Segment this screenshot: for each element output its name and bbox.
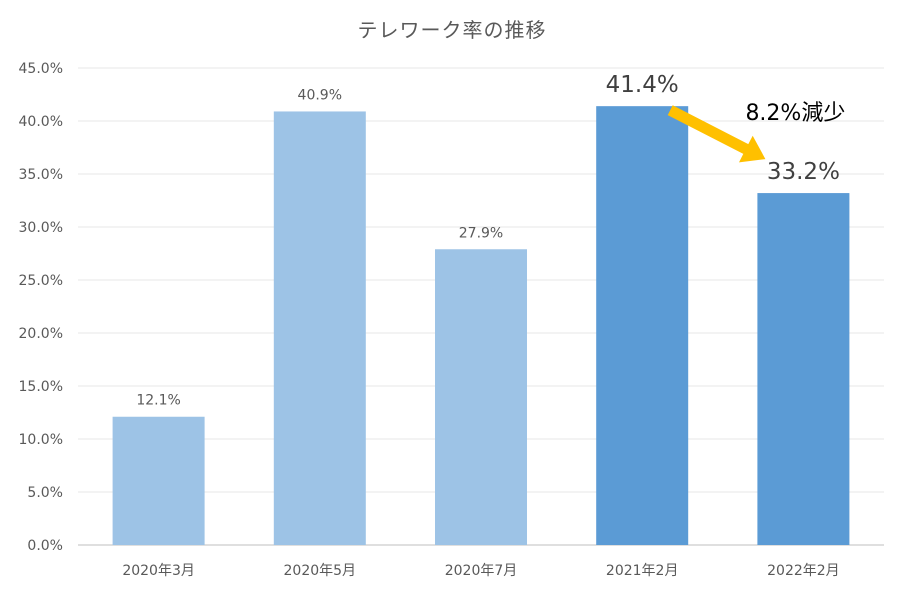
y-tick-label: 35.0% (19, 167, 63, 183)
x-tick-label: 2020年5月 (284, 563, 357, 579)
y-tick-label: 30.0% (19, 220, 63, 236)
y-tick-label: 15.0% (19, 379, 63, 395)
x-tick-label: 2022年2月 (767, 563, 840, 579)
x-tick-label: 2021年2月 (606, 563, 679, 579)
data-label: 40.9% (298, 87, 342, 103)
data-label: 12.1% (136, 393, 180, 409)
bar (757, 193, 850, 545)
y-tick-label: 40.0% (19, 114, 63, 130)
bar (112, 416, 205, 545)
data-label: 27.9% (459, 225, 503, 241)
y-tick-label: 5.0% (27, 485, 63, 501)
x-tick-label: 2020年7月 (445, 563, 518, 579)
data-label: 41.4% (606, 72, 679, 98)
y-tick-label: 0.0% (27, 538, 63, 554)
bar (273, 111, 366, 546)
annotation-text: 8.2%減少 (745, 101, 845, 126)
y-tick-label: 45.0% (19, 61, 63, 77)
annotation-arrow (667, 105, 766, 163)
bar (596, 106, 689, 545)
y-tick-label: 25.0% (19, 273, 63, 289)
chart-title: テレワーク率の推移 (357, 18, 547, 42)
y-tick-label: 20.0% (19, 326, 63, 342)
y-tick-label: 10.0% (19, 432, 63, 448)
bar (435, 249, 527, 545)
x-tick-label: 2020年3月 (122, 563, 195, 579)
data-label: 33.2% (767, 159, 840, 185)
